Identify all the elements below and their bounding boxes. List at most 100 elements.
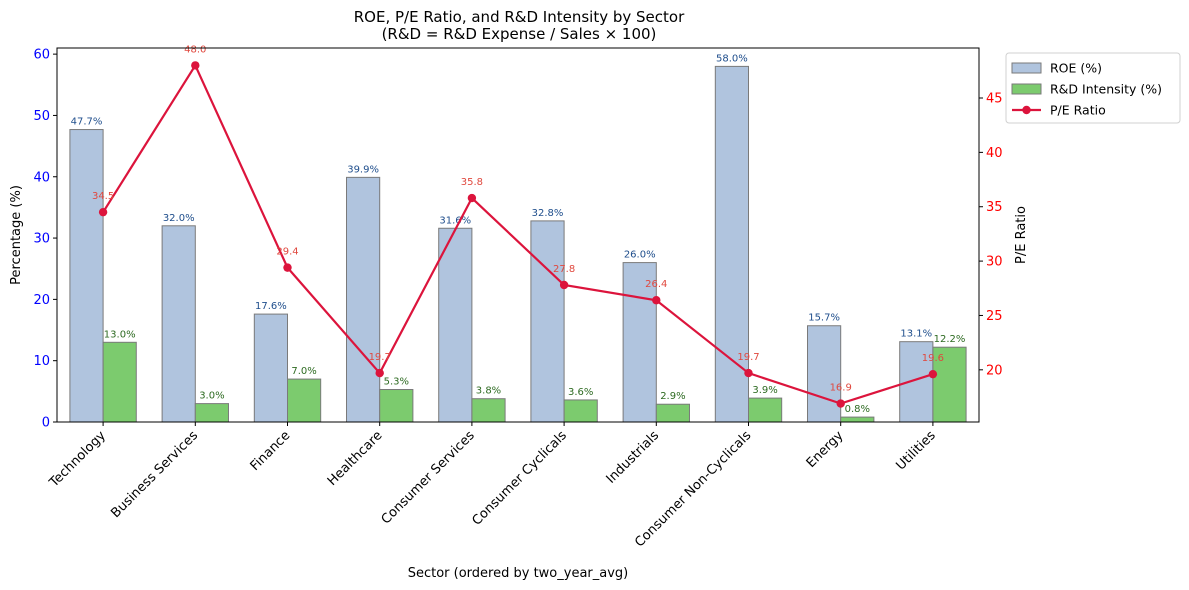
pe-value-label: 26.4 — [645, 279, 667, 290]
x-tick-label: Consumer Services — [379, 428, 478, 527]
roe-value-label: 47.7% — [71, 117, 103, 128]
roe-value-label: 32.0% — [163, 213, 195, 224]
legend: ROE (%) R&D Intensity (%) P/E Ratio — [1005, 52, 1181, 124]
chart-title: ROE, P/E Ratio, and R&D Intensity by Sec… — [354, 8, 685, 26]
roe-value-label: 15.7% — [808, 313, 840, 324]
legend-box — [1005, 52, 1181, 124]
y-axis-label: Percentage (%) — [9, 185, 24, 285]
y-tick-label: 10 — [33, 354, 50, 369]
legend-swatch — [1011, 62, 1042, 74]
x-tick-label: Consumer Cyclicals — [469, 428, 570, 529]
chart-subtitle: (R&D = R&D Expense / Sales × 100) — [382, 25, 657, 43]
rnd-bar — [102, 341, 137, 423]
rnd-value-label: 3.9% — [752, 385, 777, 396]
roe-bar — [253, 313, 288, 423]
x-tick-label: Utilities — [894, 428, 939, 473]
roe-value-label: 26.0% — [624, 250, 656, 261]
legend-label: R&D Intensity (%) — [1050, 82, 1162, 97]
y-tick-label: 60 — [33, 48, 50, 63]
rnd-value-label: 7.0% — [291, 366, 316, 377]
rnd-bar — [932, 346, 967, 423]
legend-label: ROE (%) — [1050, 61, 1102, 76]
y-tick-label: 30 — [33, 232, 50, 247]
roe-bar — [69, 129, 104, 423]
y2-tick-label: 40 — [986, 146, 1003, 161]
y-tick-label: 40 — [33, 170, 50, 185]
roe-bar — [714, 65, 749, 423]
roe-value-label: 17.6% — [255, 301, 287, 312]
rnd-value-label: 12.2% — [934, 334, 966, 345]
x-tick-label: Energy — [804, 428, 847, 471]
rnd-bar — [840, 416, 875, 423]
pe-point — [928, 369, 938, 379]
pe-line-layer: 34.5 48.0 29.4 19.7 35.8 27.8 26.4 19.7 16.9 19.6 — [92, 44, 944, 408]
y2-tick-label: 25 — [986, 309, 1003, 324]
y2-tick-label: 30 — [986, 255, 1003, 270]
roe-bar — [438, 227, 473, 423]
roe-bar — [530, 220, 565, 423]
rnd-bar — [655, 403, 690, 423]
rnd-bar — [194, 403, 229, 423]
roe-bar — [346, 176, 381, 423]
pe-point — [283, 263, 292, 272]
y-tick-label: 50 — [33, 109, 50, 124]
x-tick-label: Industrials — [604, 428, 663, 487]
rnd-value-label: 5.3% — [384, 377, 409, 388]
roe-bar — [622, 262, 657, 423]
roe-bar — [161, 225, 196, 423]
legend-swatch — [1011, 83, 1042, 95]
pe-point — [98, 207, 108, 217]
pe-value-label: 19.7 — [369, 352, 391, 363]
roe-value-label: 31.6% — [439, 215, 471, 226]
y2-tick-label: 45 — [986, 92, 1003, 107]
roe-value-label: 32.8% — [532, 208, 564, 219]
legend-label: P/E Ratio — [1050, 103, 1106, 118]
x-tick-label: Healthcare — [325, 428, 386, 489]
pe-value-label: 29.4 — [276, 247, 298, 258]
roe-value-label: 39.9% — [347, 164, 379, 175]
rnd-bar — [471, 398, 506, 423]
rnd-value-label: 2.9% — [660, 391, 685, 402]
pe-value-label: 48.0 — [184, 44, 206, 55]
y-tick-label: 20 — [33, 293, 50, 308]
pe-value-label: 34.5 — [92, 191, 114, 202]
y2-tick-label: 20 — [986, 363, 1003, 378]
pe-ratio-line — [102, 63, 934, 405]
pe-value-label: 16.9 — [830, 383, 852, 394]
pe-point — [744, 368, 753, 378]
rnd-value-label: 13.0% — [104, 329, 136, 340]
pe-value-label: 35.8 — [461, 177, 483, 188]
pe-point — [652, 296, 661, 305]
y2-axis-label: P/E Ratio — [1014, 206, 1029, 264]
x-tick-label: Technology — [46, 428, 109, 491]
x-tick-label: Finance — [248, 428, 294, 474]
roe-bar — [807, 325, 842, 423]
roe-value-label: 58.0% — [716, 53, 748, 64]
pe-point — [836, 399, 845, 408]
rnd-value-label: 3.0% — [199, 391, 224, 402]
bars-layer: 47.7% 13.0% 32.0% 3.0% 17.6% 7.0% 39.9% 5.3% 31.… — [69, 53, 967, 423]
y-tick-label: 0 — [42, 416, 50, 431]
x-axis-label: Sector (ordered by two_year_avg) — [408, 566, 629, 581]
pe-value-label: 19.6 — [922, 353, 944, 364]
pe-point — [559, 280, 569, 290]
rnd-bar — [379, 389, 414, 423]
rnd-bar — [748, 397, 783, 423]
roe-value-label: 13.1% — [900, 329, 932, 340]
rnd-value-label: 0.8% — [845, 404, 870, 415]
rnd-value-label: 3.8% — [476, 386, 501, 397]
pe-value-label: 19.7 — [737, 352, 759, 363]
pe-point — [467, 193, 477, 203]
plot-frame — [56, 47, 980, 423]
rnd-bar — [287, 378, 322, 423]
rnd-bar — [563, 399, 598, 423]
pe-point — [375, 368, 384, 378]
pe-point — [191, 61, 200, 70]
rnd-value-label: 3.6% — [568, 387, 593, 398]
y2-tick-label: 35 — [986, 200, 1003, 215]
pe-value-label: 27.8 — [553, 264, 575, 275]
x-tick-label: Business Services — [108, 428, 201, 521]
legend-marker — [1022, 105, 1031, 115]
